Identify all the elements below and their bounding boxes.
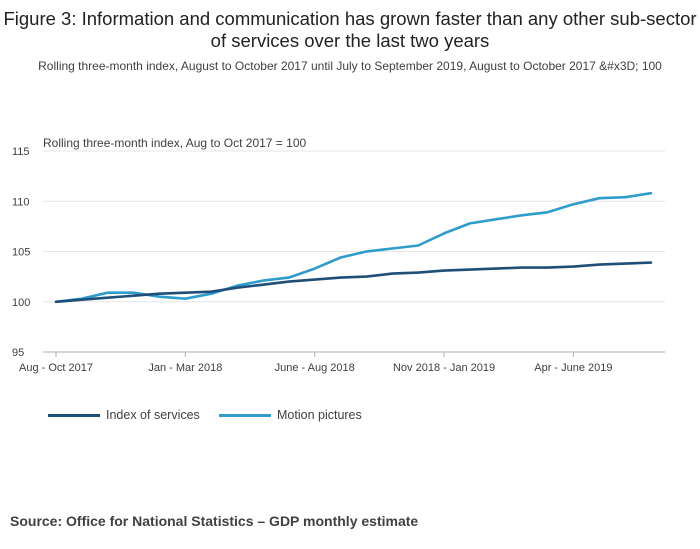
y-tick-label: 95 bbox=[12, 347, 24, 359]
chart-subtitle: Rolling three-month index, August to Oct… bbox=[38, 59, 662, 73]
grid-lines bbox=[43, 150, 665, 303]
legend-label-motion-pictures: Motion pictures bbox=[277, 408, 362, 422]
x-tick-label: Aug - Oct 2017 bbox=[19, 362, 93, 374]
series-line-motion-pictures bbox=[54, 191, 653, 304]
chart-title: Figure 3: Information and communication … bbox=[3, 8, 697, 51]
legend-label-index-of-services: Index of services bbox=[106, 408, 200, 422]
series-line-index-of-services bbox=[54, 261, 653, 304]
x-axis: Aug - Oct 2017 Jan - Mar 2018 June - Aug 2… bbox=[19, 351, 665, 374]
y-tick-label: 115 bbox=[12, 146, 30, 158]
legend-swatch-index-of-services bbox=[48, 414, 100, 417]
y-axis-ticks: 95 100 105 110 115 bbox=[12, 146, 30, 359]
x-tick-label: June - Aug 2018 bbox=[275, 362, 355, 374]
source-note: Source: Office for National Statistics –… bbox=[10, 513, 419, 529]
x-tick-label: Jan - Mar 2018 bbox=[148, 362, 222, 374]
legend-swatch-motion-pictures bbox=[219, 414, 271, 417]
x-tick-label: Apr - June 2019 bbox=[534, 362, 612, 374]
y-tick-label: 100 bbox=[12, 297, 30, 309]
y-tick-label: 110 bbox=[12, 196, 30, 208]
y-axis-label: Rolling three-month index, Aug to Oct 20… bbox=[43, 136, 306, 150]
y-tick-label: 105 bbox=[12, 247, 30, 259]
series-lines bbox=[54, 191, 653, 304]
x-tick-label: Nov 2018 - Jan 2019 bbox=[393, 362, 495, 374]
